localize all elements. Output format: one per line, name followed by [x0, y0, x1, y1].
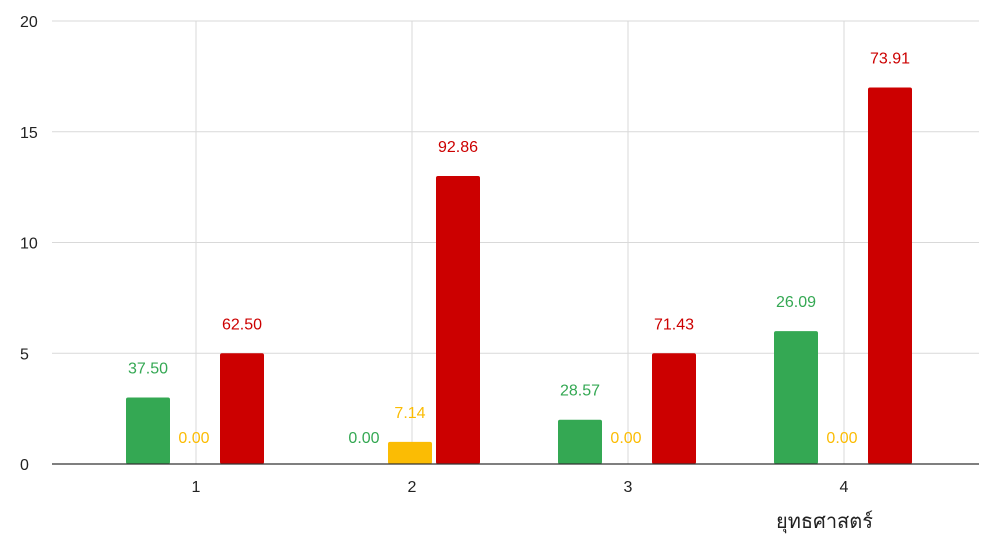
- x-axis-title: ยุทธศาสตร์: [776, 510, 873, 534]
- bar: [126, 397, 170, 464]
- data-label: 0.00: [610, 430, 641, 447]
- x-axis-tick-labels: 1 2 3 4: [192, 479, 849, 496]
- x-tick-label: 2: [408, 479, 417, 496]
- bar: [436, 176, 480, 465]
- data-labels: 37.50 0.00 28.57 26.09 0.00 7.14 0.00 0.00 62.50…: [128, 50, 910, 447]
- x-tick-label: 3: [624, 479, 633, 496]
- bars: [126, 87, 912, 465]
- y-tick-label: 20: [20, 14, 38, 31]
- data-label: 0.00: [348, 430, 379, 447]
- x-tick-label: 4: [840, 479, 849, 496]
- data-label: 62.50: [222, 316, 262, 333]
- data-label: 37.50: [128, 361, 168, 378]
- data-label: 0.00: [178, 430, 209, 447]
- y-tick-label: 10: [20, 236, 38, 253]
- data-label: 92.86: [438, 139, 478, 156]
- data-label: 73.91: [870, 50, 910, 67]
- bar: [220, 353, 264, 464]
- bar: [868, 87, 912, 464]
- gridlines: [52, 20, 979, 464]
- bar: [388, 441, 432, 464]
- bar: [558, 419, 602, 464]
- data-label: 28.57: [560, 383, 600, 400]
- y-tick-label: 15: [20, 125, 38, 142]
- data-label: 71.43: [654, 316, 694, 333]
- y-tick-label: 0: [20, 457, 29, 474]
- bar: [652, 353, 696, 464]
- y-tick-label: 5: [20, 346, 29, 363]
- x-tick-label: 1: [192, 479, 201, 496]
- y-axis-tick-labels: 0 5 10 15 20: [20, 14, 38, 474]
- data-label: 26.09: [776, 294, 816, 311]
- bar: [774, 331, 818, 464]
- data-label: 0.00: [826, 430, 857, 447]
- data-label: 7.14: [394, 405, 425, 422]
